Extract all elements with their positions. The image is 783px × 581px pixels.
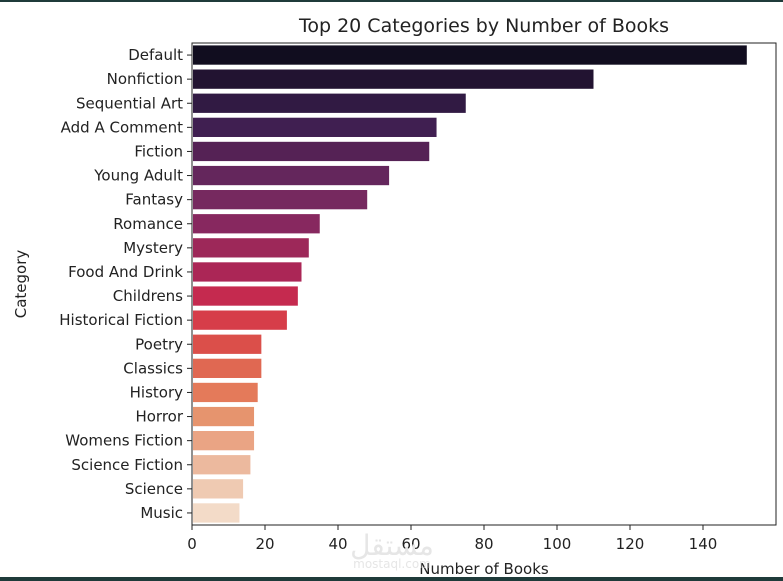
y-tick-label: Science xyxy=(125,480,183,498)
bar-sequential-art xyxy=(193,93,466,113)
window-top-border xyxy=(0,0,783,2)
bar-fantasy xyxy=(193,190,368,210)
x-tick-label: 0 xyxy=(187,535,197,553)
y-tick-label: Science Fiction xyxy=(71,456,183,474)
y-tick-label: Fantasy xyxy=(125,191,183,209)
bar-science xyxy=(193,479,244,499)
y-tick-label: Add A Comment xyxy=(61,118,183,136)
bar-music xyxy=(193,503,240,523)
x-axis-title: Number of Books xyxy=(419,560,549,578)
bar-add-a-comment xyxy=(193,117,437,137)
bar-nonfiction xyxy=(193,69,594,89)
bar-default xyxy=(193,45,747,65)
bars-group xyxy=(193,45,747,523)
y-tick-label: Young Adult xyxy=(93,167,183,185)
bar-classics xyxy=(193,358,262,378)
y-tick-label: Historical Fiction xyxy=(59,311,183,329)
y-tick-label: Nonfiction xyxy=(107,70,183,88)
y-tick-label: Music xyxy=(140,504,183,522)
x-tick-label: 60 xyxy=(401,535,420,553)
y-tick-label: Poetry xyxy=(135,335,183,353)
y-tick-label: History xyxy=(130,383,183,401)
y-tick-label: Fiction xyxy=(134,142,183,160)
x-tick-label: 120 xyxy=(616,535,645,553)
bar-young-adult xyxy=(193,165,390,186)
window-bottom-border xyxy=(0,577,783,581)
plot-frame xyxy=(191,42,777,526)
bar-history xyxy=(193,382,258,403)
x-ticks: 0 20 40 60 80 100 120 140 xyxy=(187,525,717,553)
bar-poetry xyxy=(193,334,262,354)
y-tick-label: Sequential Art xyxy=(76,94,183,112)
bar-womens-fiction xyxy=(193,431,255,451)
bar-fiction xyxy=(193,141,430,162)
bar-science-fiction xyxy=(193,455,251,475)
x-tick-label: 20 xyxy=(255,535,274,553)
chart-title: Top 20 Categories by Number of Books xyxy=(298,15,669,37)
y-tick-label: Food And Drink xyxy=(68,263,183,281)
x-tick-label: 140 xyxy=(689,535,718,553)
y-tick-label: Childrens xyxy=(113,287,183,305)
x-tick-label: 100 xyxy=(543,535,572,553)
bar-historical-fiction xyxy=(193,310,287,330)
watermark: مستقل mostaql.com xyxy=(350,529,434,571)
y-tick-label: Default xyxy=(128,46,183,64)
y-tick-labels: Default Nonfiction Sequential Art Add A Com… xyxy=(59,46,192,522)
y-tick-label: Horror xyxy=(135,408,183,426)
y-tick-label: Womens Fiction xyxy=(65,432,183,450)
y-tick-label: Classics xyxy=(123,359,183,377)
x-tick-label: 80 xyxy=(474,535,493,553)
y-tick-label: Mystery xyxy=(123,239,183,257)
bar-childrens xyxy=(193,286,298,306)
bar-food-and-drink xyxy=(193,262,302,282)
bar-mystery xyxy=(193,238,309,258)
watermark-arabic: مستقل xyxy=(350,529,434,562)
y-tick-label: Romance xyxy=(113,215,183,233)
bar-horror xyxy=(193,406,255,427)
bar-romance xyxy=(193,214,320,234)
y-axis-title: Category xyxy=(12,250,30,319)
watermark-latin: mostaql.com xyxy=(353,557,431,571)
x-tick-label: 40 xyxy=(328,535,347,553)
